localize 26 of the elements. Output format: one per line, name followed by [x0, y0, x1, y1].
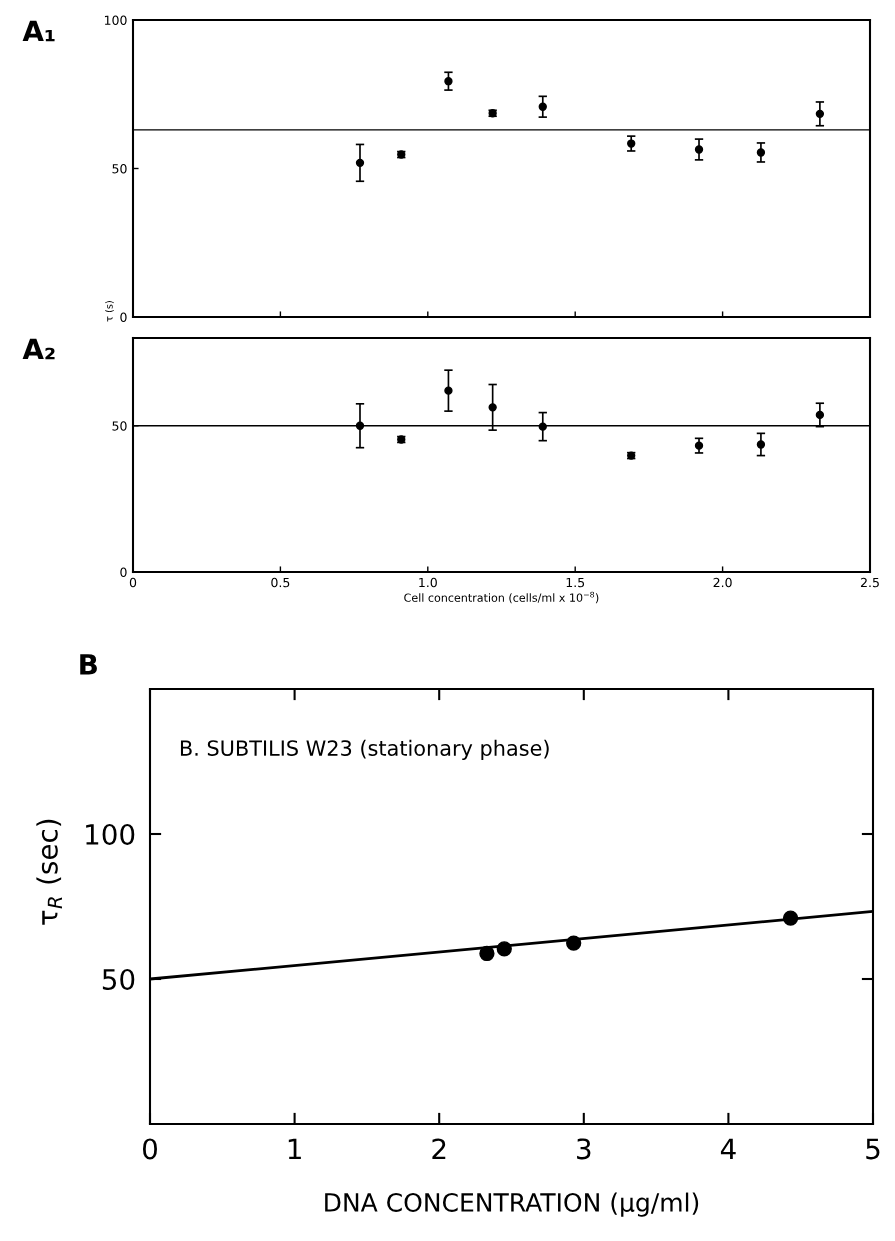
- x-tick-label: 2.5: [860, 577, 879, 588]
- x-tick-label: 1.0: [419, 577, 437, 588]
- y-tick-label: 50: [102, 968, 135, 990]
- x-tick-label: 4: [720, 1138, 736, 1159]
- x-tick-label: 2.0: [713, 577, 732, 588]
- y-tick-label: 0: [120, 312, 127, 322]
- x-axis-title: DNA CONCENTRATION (μg/ml): [325, 1192, 699, 1217]
- y-tick-label: 100: [86, 823, 135, 845]
- x-tick-label: 2: [432, 1138, 446, 1159]
- x-tick-label: 1.5: [566, 577, 585, 588]
- x-tick-label: 0.5: [271, 577, 290, 588]
- y-tick-label: 50: [112, 163, 127, 174]
- x-tick-label: 1: [288, 1138, 301, 1159]
- x-axis-title: Cell concentration (cells/ml x 10$^{−8}$): [404, 591, 599, 604]
- y-tick-label: 100: [104, 15, 127, 25]
- y-axis-title: τ (s): [105, 301, 114, 322]
- y-tick-label: 0: [120, 567, 127, 577]
- chart-title: A₂: [22, 338, 55, 360]
- x-tick-label: 5: [866, 1138, 880, 1160]
- y-axis-title: τ$_{R}$ (sec): [36, 819, 62, 925]
- x-tick-label: 0: [142, 1138, 157, 1160]
- annotation: B. SUBTILIS W23 (stationary phase): [180, 739, 549, 760]
- y-tick-label: 50: [112, 421, 127, 431]
- x-tick-label: 3: [577, 1138, 591, 1160]
- chart-title: B: [80, 654, 97, 675]
- chart-title: A₁: [22, 20, 55, 42]
